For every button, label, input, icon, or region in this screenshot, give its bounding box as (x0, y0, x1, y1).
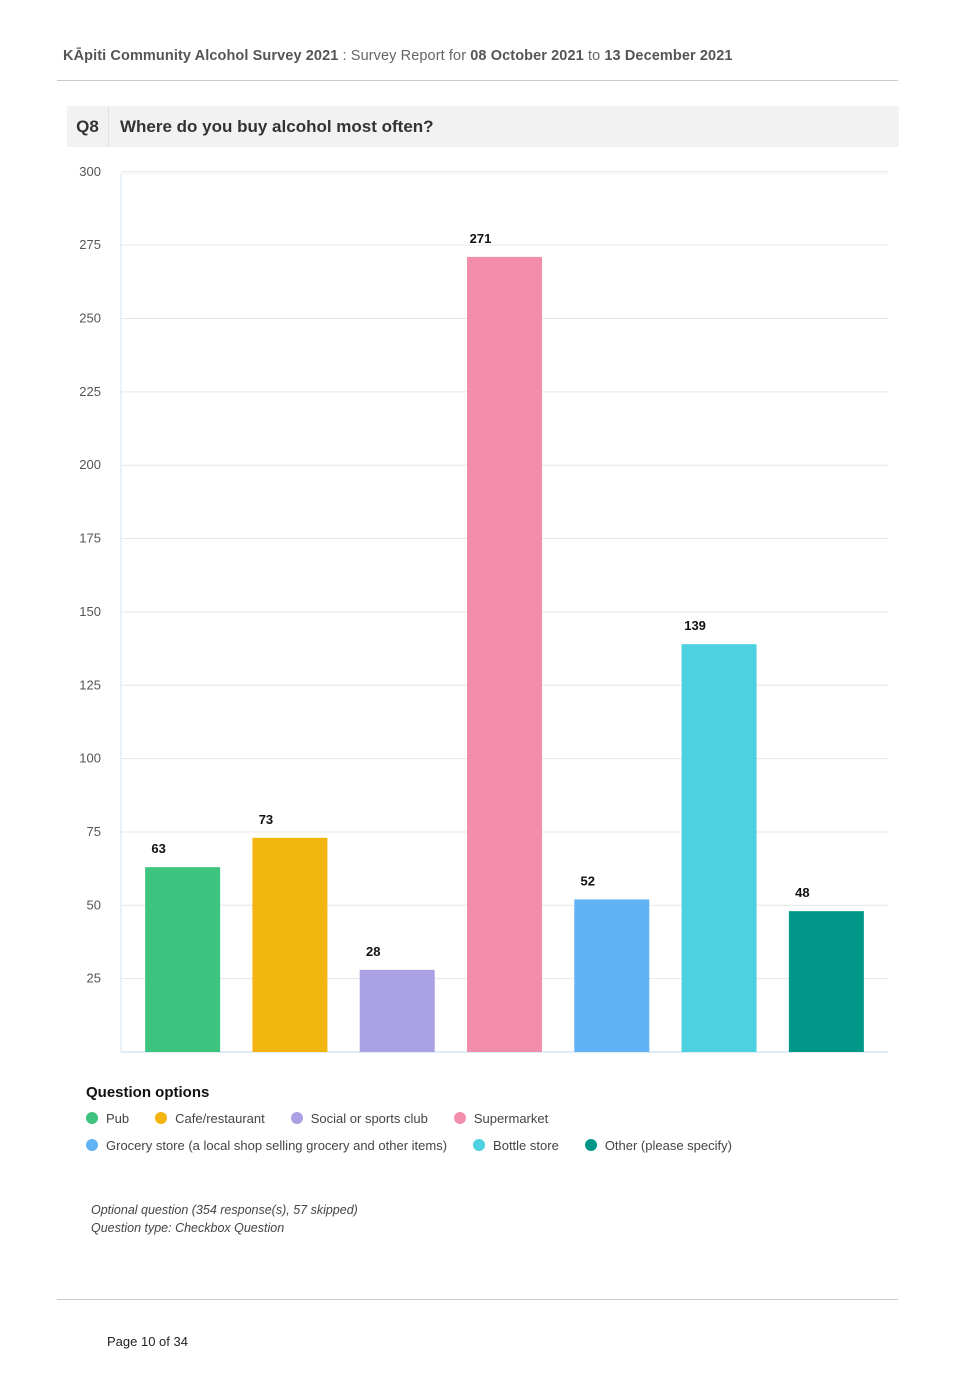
y-tick-label: 175 (79, 531, 101, 546)
legend-dot (290, 1112, 303, 1124)
y-tick-label: 250 (79, 311, 101, 326)
question-number: Q8 (67, 106, 109, 147)
legend-item-grocery: Grocery store (a local shop selling groc… (86, 1138, 447, 1153)
legend-item-club: Social or sports club (290, 1110, 428, 1126)
legend-dot (473, 1139, 486, 1151)
bar (359, 969, 435, 1052)
report-label: Survey Report for (350, 48, 471, 64)
legend-item-cafe: Cafe/restaurant (155, 1111, 265, 1126)
legend-item-other: Other (please specify) (584, 1137, 732, 1153)
legend-dot (155, 1112, 168, 1124)
legend-label: Supermarket (473, 1110, 549, 1126)
survey-title: KĀpiti Community Alcohol Survey 2021 (63, 48, 339, 64)
legend-row-2: Grocery store (a local shop selling groc… (86, 1136, 758, 1154)
question-bar: Q8 Where do you buy alcohol most often? (67, 106, 899, 147)
bar-value-label: 28 (366, 944, 380, 959)
y-tick-label: 25 (87, 971, 101, 986)
legend-label: Grocery store (a local shop selling groc… (106, 1137, 448, 1153)
bar-value-label: 63 (151, 841, 165, 856)
y-tick-label: 75 (87, 824, 101, 839)
bar-value-label: 139 (684, 618, 706, 633)
legend-label: Pub (106, 1110, 130, 1126)
y-tick-label: 100 (79, 751, 101, 766)
header-divider (57, 80, 898, 81)
legend-row-1: Pub Cafe/restaurant Social or sports clu… (86, 1109, 574, 1127)
legend-item-supermarket: Supermarket (453, 1110, 549, 1126)
question-type-note: Question type: Checkbox Question (91, 1221, 285, 1235)
question-notes: Optional question (354 response(s), 57 s… (91, 1201, 358, 1237)
y-tick-label: 200 (79, 457, 101, 472)
bar (788, 911, 864, 1052)
bar (252, 837, 328, 1052)
bar (574, 899, 650, 1052)
y-tick-label: 300 (79, 164, 101, 179)
legend-label: Cafe/restaurant (175, 1110, 265, 1126)
y-tick-label: 50 (87, 897, 101, 912)
legend-title: Question options (86, 1084, 210, 1101)
footer-divider (57, 1299, 898, 1300)
legend-item-bottle-store: Bottle store (473, 1138, 559, 1153)
legend-label: Bottle store (493, 1137, 559, 1153)
bar-value-label: 48 (795, 885, 809, 900)
question-text: Where do you buy alcohol most often? (120, 117, 434, 136)
bar-value-label: 73 (259, 812, 273, 827)
bar-chart: 25 50 75 100 125 150 175 200 225 250 275 300 63 73 28 2… (79, 164, 888, 1053)
bar-value-label: 52 (581, 873, 595, 888)
legend-dot (86, 1112, 98, 1124)
bar (145, 867, 221, 1052)
page-number: Page 10 of 34 (107, 1334, 188, 1349)
y-tick-label: 150 (79, 604, 101, 619)
bar (467, 256, 542, 1052)
y-tick-label: 125 (79, 677, 101, 692)
date-from: 08 October 2021 (470, 48, 584, 64)
legend-item-pub: Pub (86, 1111, 129, 1126)
legend-dot (584, 1139, 597, 1151)
legend-dot (86, 1139, 98, 1151)
y-tick-label: 275 (79, 237, 101, 252)
bar-value-label: 271 (470, 231, 492, 246)
response-note: Optional question (354 response(s), 57 s… (91, 1203, 358, 1217)
y-tick-label: 225 (79, 384, 101, 399)
legend-label: Other (please specify) (604, 1137, 732, 1153)
legend-label: Social or sports club (310, 1110, 428, 1126)
bar (681, 644, 757, 1052)
header-separator: : (338, 48, 351, 64)
report-header: KĀpiti Community Alcohol Survey 2021 : S… (63, 48, 903, 64)
to-label: to (583, 48, 605, 64)
date-to: 13 December 2021 (604, 48, 733, 64)
legend-dot (453, 1112, 466, 1124)
